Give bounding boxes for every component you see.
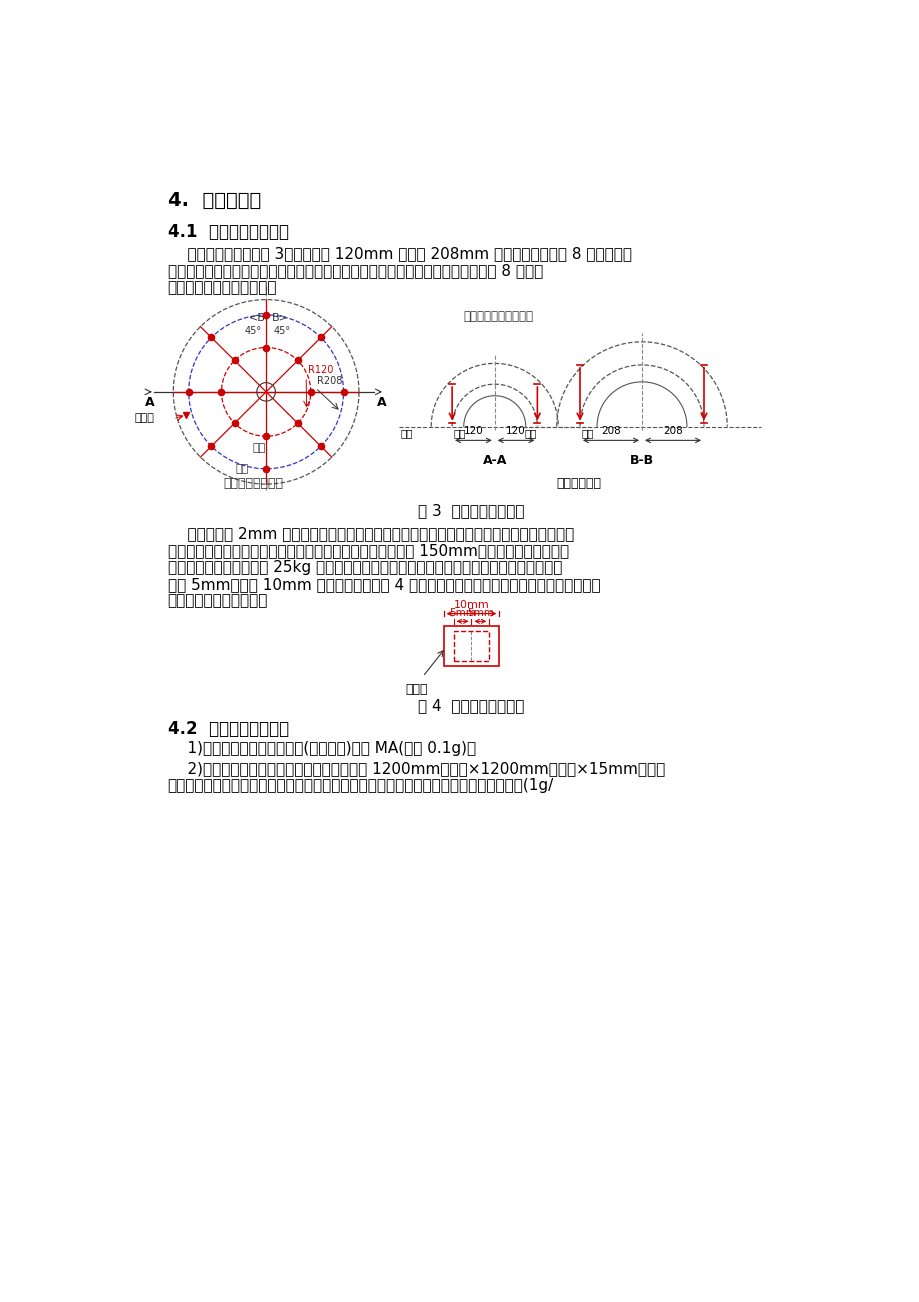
Text: 的生态木板，中部开设了可通过加载钢绳的孔洞。安装时模型与承台板之间采用自攻螺钉(1g/: 的生态木板，中部开设了可通过加载钢绳的孔洞。安装时模型与承台板之间采用自攻螺钉(… xyxy=(167,779,553,793)
Text: 内圈: 内圈 xyxy=(252,443,266,453)
Text: 4.2  模型安装到承台板: 4.2 模型安装到承台板 xyxy=(167,720,289,738)
Text: B-B: B-B xyxy=(630,454,653,467)
Text: 外圈: 外圈 xyxy=(401,428,413,437)
Text: 竞赛模型加载点见图 3，在半径为 120mm 和半径 208mm 的两个圆上共设置 8 个加载点，: 竞赛模型加载点见图 3，在半径为 120mm 和半径 208mm 的两个圆上共设… xyxy=(167,246,631,262)
Text: 加载点剖面图: 加载点剖面图 xyxy=(556,477,601,490)
Text: <B: <B xyxy=(249,314,266,323)
Bar xyxy=(443,626,499,667)
Text: 图 4  加载点卡槽示意图: 图 4 加载点卡槽示意图 xyxy=(418,698,524,713)
Text: 120: 120 xyxy=(505,426,526,436)
Text: 1)安装前先对模型进行称重(包括绳套)，记 MA(精度 0.1g)。: 1)安装前先对模型进行称重(包括绳套)，记 MA(精度 0.1g)。 xyxy=(167,741,475,756)
Text: 外圈: 外圈 xyxy=(524,428,536,437)
Text: 120: 120 xyxy=(463,426,482,436)
Text: 尼龙绳仅做挂重用，不兼作结构构件。每根尼龙绳长度不超过 150mm，捆绑方式自定，绳子: 尼龙绳仅做挂重用，不兼作结构构件。每根尼龙绳长度不超过 150mm，捆绑方式自定… xyxy=(167,543,568,557)
Text: 208: 208 xyxy=(663,426,682,436)
Text: 图 3  加载点位置示意图: 图 3 加载点位置示意图 xyxy=(418,503,524,518)
Text: 加载点允许高度范围见加载点剖面图，可在此范围内布置加载点。比赛时将在所有 8 个点上: 加载点允许高度范围见加载点剖面图，可在此范围内布置加载点。比赛时将在所有 8 个… xyxy=(167,263,542,279)
Text: 加载点允许的高度范围: 加载点允许的高度范围 xyxy=(463,310,533,323)
Text: R208: R208 xyxy=(317,376,342,387)
Text: 绑绳不得滑动出此区域。: 绑绳不得滑动出此区域。 xyxy=(167,594,267,608)
Text: 2)参赛队将模型安装在承台板上，承台板为 1200mm（长）×1200mm（宽）×15mm（高）: 2)参赛队将模型安装在承台板上，承台板为 1200mm（长）×1200mm（宽）… xyxy=(167,762,664,776)
Text: A: A xyxy=(377,397,386,410)
Text: A-A: A-A xyxy=(482,454,506,467)
Text: A: A xyxy=(144,397,154,410)
Text: 4.  加载与测量: 4. 加载与测量 xyxy=(167,191,261,210)
Text: B>: B> xyxy=(272,314,289,323)
Text: 内圈: 内圈 xyxy=(453,428,466,437)
Text: 右各 5mm、总共 10mm 的加载区域，如图 4 所示，绑绳只能设置在此区域中。加载过程中，: 右各 5mm、总共 10mm 的加载区域，如图 4 所示，绑绳只能设置在此区域中… xyxy=(167,577,600,591)
Text: 内圈: 内圈 xyxy=(581,428,594,437)
Text: 加载点: 加载点 xyxy=(134,413,154,423)
Text: 45°: 45° xyxy=(274,326,290,336)
Text: 208: 208 xyxy=(600,426,620,436)
Text: R120: R120 xyxy=(307,365,333,375)
Text: 加载点: 加载点 xyxy=(405,684,427,697)
Text: 按指定顺序施加竖直荷载。: 按指定顺序施加竖直荷载。 xyxy=(167,280,277,296)
Text: 10mm: 10mm xyxy=(453,600,489,609)
Text: 4.1  荷载施加方式概述: 4.1 荷载施加方式概述 xyxy=(167,223,289,241)
Text: 5mm: 5mm xyxy=(448,608,475,618)
Text: 比赛时选用 2mm 粗高强尼龙绳，绑成绳套，固定在加载点上，绳套只能捆绑在节点位置，: 比赛时选用 2mm 粗高强尼龙绳，绑成绳套，固定在加载点上，绳套只能捆绑在节点位… xyxy=(167,526,573,540)
Text: 在正常使用条件下能达到 25kg 拉力。每个加载点处选手需用红笔标识出以加载点为中心，左: 在正常使用条件下能达到 25kg 拉力。每个加载点处选手需用红笔标识出以加载点为… xyxy=(167,560,562,574)
Text: 外圈: 外圈 xyxy=(235,464,248,474)
Text: 加载点平面位置图: 加载点平面位置图 xyxy=(223,477,283,490)
Bar xyxy=(453,631,489,660)
Text: 5mm: 5mm xyxy=(467,608,494,618)
Text: 45°: 45° xyxy=(244,326,261,336)
